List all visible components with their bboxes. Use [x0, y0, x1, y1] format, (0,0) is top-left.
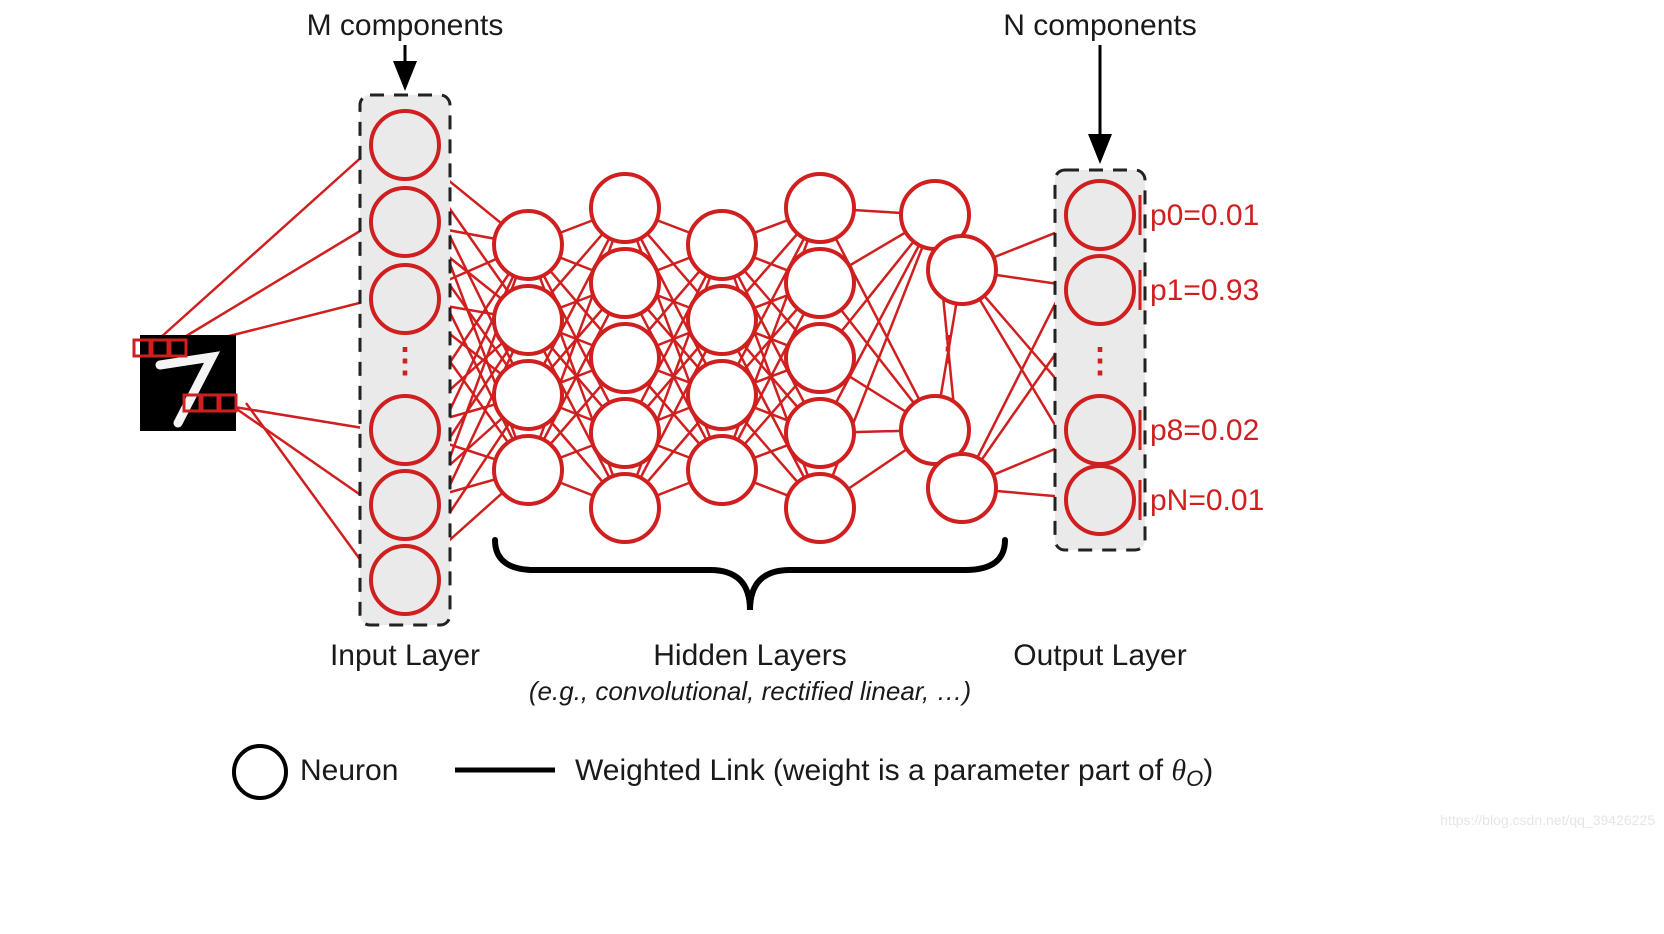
- output-neuron: [1066, 396, 1134, 464]
- input-layer-dots: ⋮: [388, 342, 422, 380]
- hidden-neuron: [494, 286, 562, 354]
- hidden-neuron: [688, 436, 756, 504]
- hidden-layers-sublabel: (e.g., convolutional, rectified linear, …: [529, 676, 971, 706]
- output-probability: p0=0.01: [1150, 199, 1259, 232]
- watermark-text: https://blog.csdn.net/qq_39426225: [1440, 812, 1655, 828]
- hidden-neuron: [786, 174, 854, 242]
- hidden-neuron: [688, 211, 756, 279]
- hidden-neuron: [591, 174, 659, 242]
- output-neuron: [1066, 181, 1134, 249]
- input-neuron: [371, 111, 439, 179]
- hidden-neuron: [928, 236, 996, 304]
- hidden-neuron: [591, 399, 659, 467]
- top-left-label: M components: [307, 9, 504, 42]
- hidden-neuron: [494, 211, 562, 279]
- hidden-neuron: [494, 436, 562, 504]
- input-neuron: [371, 396, 439, 464]
- legend-neuron-label: Neuron: [300, 754, 398, 787]
- hidden-neuron: [786, 399, 854, 467]
- output-probability: p8=0.02: [1150, 414, 1259, 447]
- output-probability: p1=0.93: [1150, 274, 1259, 307]
- output-layer-label: Output Layer: [1013, 639, 1186, 672]
- hidden-neuron: [494, 361, 562, 429]
- input-neuron: [371, 471, 439, 539]
- input-neuron: [371, 265, 439, 333]
- hidden-neuron: [786, 249, 854, 317]
- output-neuron: [1066, 466, 1134, 534]
- legend-group: Neuron Weighted Link (weight is a paramet…: [234, 746, 1213, 798]
- hidden-neuron: [786, 324, 854, 392]
- input-image: [140, 335, 236, 431]
- input-layer-label: Input Layer: [330, 639, 480, 672]
- hidden-neuron: [688, 286, 756, 354]
- hidden-neuron: [688, 361, 756, 429]
- hidden-layers-label: Hidden Layers: [653, 639, 846, 672]
- output-probability: pN=0.01: [1150, 484, 1264, 517]
- hidden-neuron: [591, 249, 659, 317]
- weighted-link: [150, 145, 375, 347]
- legend-neuron-icon: [234, 746, 286, 798]
- hidden-layer-dots: ⋮: [931, 330, 965, 368]
- output-neuron: [1066, 256, 1134, 324]
- input-neuron: [371, 546, 439, 614]
- weighted-link: [168, 222, 375, 347]
- hidden-neuron: [786, 474, 854, 542]
- top-right-label: N components: [1003, 9, 1196, 42]
- hidden-neuron: [591, 324, 659, 392]
- output-layer-dots: ⋮: [1083, 342, 1117, 380]
- legend-link-label: Weighted Link (weight is a parameter par…: [575, 754, 1213, 791]
- hidden-layers-brace: [495, 540, 1005, 610]
- neural-network-diagram: ⋮ ⋮ ⋮ p0=0.01 p1=0.93 p8=0.02 pN=0.01 Neuron We…: [0, 0, 1664, 934]
- hidden-neuron: [591, 474, 659, 542]
- input-neuron: [371, 188, 439, 256]
- hidden-neuron: [928, 454, 996, 522]
